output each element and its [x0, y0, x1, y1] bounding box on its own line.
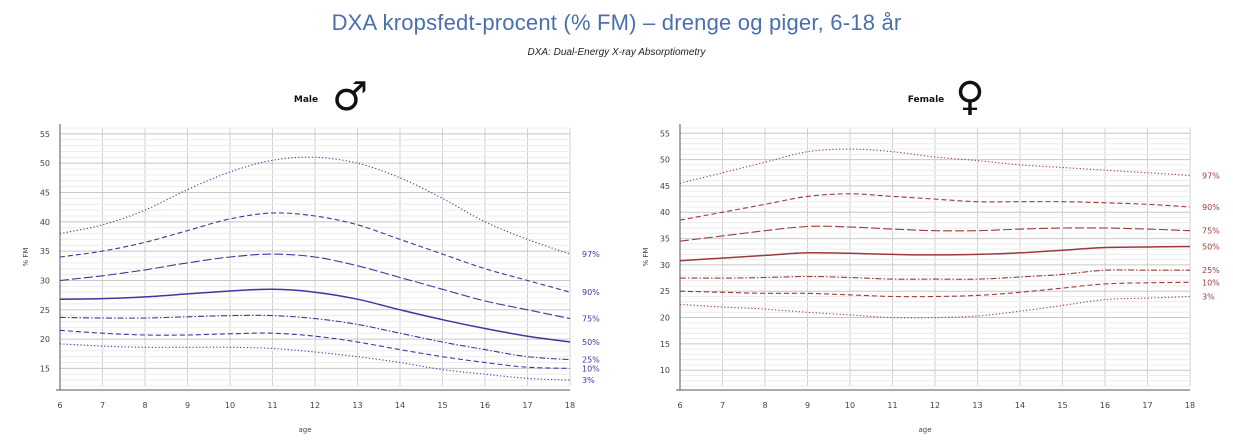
x-tick-label: 14: [1015, 401, 1025, 410]
series-label: 75%: [1202, 227, 1220, 236]
x-tick-label: 16: [1100, 401, 1110, 410]
chart-female-series-group: [679, 148, 1191, 319]
x-tick-label: 7: [720, 401, 725, 410]
x-tick-label: 11: [267, 401, 277, 410]
y-tick-label: 40: [660, 208, 670, 217]
y-tick-label: 15: [660, 340, 670, 349]
y-tick-label: 50: [40, 159, 50, 168]
series-label: 3%: [1202, 292, 1215, 301]
series-line-90pct: [679, 193, 1191, 221]
y-tick-label: 35: [660, 235, 670, 244]
series-line-90pct: [59, 212, 571, 293]
series-line-97pct: [679, 148, 1191, 184]
x-tick-label: 17: [522, 401, 532, 410]
x-tick-label: 17: [1142, 401, 1152, 410]
series-line-10pct: [679, 281, 1191, 298]
series-label: 3%: [582, 376, 595, 385]
x-tick-label: 12: [930, 401, 940, 410]
series-label: 50%: [582, 338, 600, 347]
series-line-50pct: [59, 288, 571, 343]
y-tick-label: 20: [40, 335, 50, 344]
series-line-10pct: [59, 329, 571, 369]
x-tick-label: 18: [1185, 401, 1195, 410]
y-tick-label: 55: [660, 129, 670, 138]
page-title: DXA kropsfedt-procent (% FM) – drenge og…: [331, 10, 902, 35]
y-tick-label: 40: [40, 218, 50, 227]
chart-female-panel-label: Female: [908, 95, 945, 105]
series-line-25pct: [679, 269, 1190, 280]
x-tick-label: 15: [437, 401, 447, 410]
x-tick-label: 6: [57, 401, 62, 410]
x-tick-label: 9: [805, 401, 810, 410]
series-line-25pct: [59, 314, 571, 361]
chart-female-gender-symbol: ♀: [955, 76, 984, 120]
x-tick-label: 6: [677, 401, 682, 410]
x-tick-label: 10: [225, 401, 235, 410]
x-tick-label: 12: [310, 401, 320, 410]
chart-female: Female ♀ 10 15 20 25 30 35 40 45 50 55 6 7 8 9 10 11 12 13 1…: [642, 76, 1220, 434]
chart-male-y-axis-label: % FM: [22, 248, 30, 267]
y-tick-label: 30: [660, 261, 670, 270]
y-tick-label: 25: [40, 306, 50, 315]
x-tick-label: 16: [480, 401, 490, 410]
chart-female-grid: [679, 127, 1191, 387]
chart-male-panel-label: Male: [294, 95, 318, 105]
series-line-3pct: [59, 343, 571, 381]
x-tick-label: 13: [972, 401, 982, 410]
y-tick-label: 20: [660, 314, 670, 323]
y-tick-label: 30: [40, 276, 50, 285]
y-tick-label: 55: [40, 130, 50, 139]
y-tick-label: 50: [660, 156, 670, 165]
x-tick-label: 7: [100, 401, 105, 410]
y-tick-label: 25: [660, 287, 670, 296]
chart-male-grid: [59, 127, 571, 387]
x-tick-label: 13: [352, 401, 362, 410]
series-line-3pct: [679, 295, 1191, 319]
series-label: 75%: [582, 315, 600, 324]
chart-male-series-group: [59, 156, 571, 381]
x-tick-label: 18: [565, 401, 575, 410]
chart-female-y-axis-label: % FM: [642, 248, 650, 267]
series-label: 97%: [582, 250, 600, 259]
series-line-75pct: [679, 225, 1191, 242]
y-tick-label: 10: [660, 366, 670, 375]
series-line-75pct: [59, 253, 571, 320]
series-label: 25%: [582, 356, 600, 365]
chart-male-gender-symbol: ♂: [332, 76, 368, 120]
x-tick-label: 8: [142, 401, 147, 410]
series-label: 10%: [1202, 278, 1220, 287]
y-tick-label: 15: [40, 364, 50, 373]
page-subtitle: DXA: Dual-Energy X-ray Absorptiometry: [527, 47, 706, 58]
series-line-50pct: [679, 245, 1191, 262]
chart-male: Male ♂ 15 20 25 30 35 40 45 50 55 6 7 8 9 10 11 12 13 14 15 1…: [22, 76, 600, 434]
series-label: 90%: [582, 288, 600, 297]
y-tick-label: 45: [660, 182, 670, 191]
x-tick-label: 11: [887, 401, 897, 410]
chart-female-x-axis-label: age: [918, 426, 931, 434]
x-tick-label: 8: [762, 401, 767, 410]
x-tick-label: 10: [845, 401, 855, 410]
y-tick-label: 45: [40, 189, 50, 198]
x-tick-label: 15: [1057, 401, 1067, 410]
series-label: 50%: [1202, 242, 1220, 251]
series-label: 25%: [1202, 266, 1220, 275]
series-label: 90%: [1202, 203, 1220, 212]
x-tick-label: 14: [395, 401, 405, 410]
x-tick-label: 9: [185, 401, 190, 410]
chart-male-x-axis-label: age: [298, 426, 311, 434]
series-label: 97%: [1202, 171, 1220, 180]
y-tick-label: 35: [40, 247, 50, 256]
series-label: 10%: [582, 364, 600, 373]
